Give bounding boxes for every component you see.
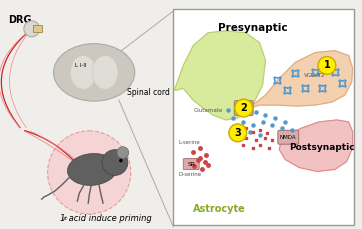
Circle shape — [235, 99, 253, 117]
Text: 1: 1 — [324, 60, 330, 71]
Ellipse shape — [70, 56, 96, 89]
FancyBboxPatch shape — [234, 101, 253, 115]
Ellipse shape — [92, 56, 118, 89]
Ellipse shape — [54, 44, 135, 101]
Text: L-serine: L-serine — [178, 140, 200, 145]
Text: DRG: DRG — [8, 15, 31, 25]
Polygon shape — [174, 31, 265, 120]
Circle shape — [117, 147, 129, 158]
Text: Presynaptic: Presynaptic — [218, 23, 287, 33]
Text: L I-II: L I-II — [75, 63, 87, 68]
FancyBboxPatch shape — [278, 130, 299, 144]
Polygon shape — [279, 120, 353, 172]
Text: SR: SR — [187, 161, 195, 166]
Circle shape — [318, 57, 336, 74]
Text: 3: 3 — [234, 128, 241, 138]
Text: Glutamate: Glutamate — [194, 108, 224, 112]
Text: NMDA: NMDA — [280, 135, 296, 140]
Text: acid induce priming: acid induce priming — [67, 214, 152, 223]
Circle shape — [229, 124, 247, 142]
FancyBboxPatch shape — [183, 158, 199, 169]
Text: 2: 2 — [240, 103, 247, 113]
Polygon shape — [248, 51, 353, 112]
Text: Astrocyte: Astrocyte — [193, 204, 246, 214]
Text: D-serine: D-serine — [178, 172, 202, 177]
Bar — [173, 9, 354, 225]
Circle shape — [48, 131, 131, 214]
Text: Postsynaptic: Postsynaptic — [289, 143, 355, 152]
Circle shape — [24, 21, 40, 37]
Text: Spinal cord: Spinal cord — [127, 88, 170, 97]
Bar — [33, 25, 42, 32]
Text: 1: 1 — [59, 214, 65, 223]
Text: EAAT-1
EAAT-2: EAAT-1 EAAT-2 — [237, 104, 251, 112]
Text: VGLUT2: VGLUT2 — [304, 73, 326, 78]
Text: st: st — [63, 216, 68, 221]
Circle shape — [119, 159, 123, 162]
Ellipse shape — [67, 153, 117, 185]
Circle shape — [102, 150, 128, 175]
